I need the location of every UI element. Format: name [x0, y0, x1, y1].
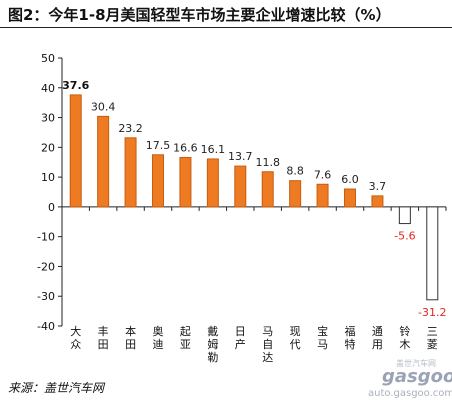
- bar: [152, 154, 164, 208]
- data-label: 7.6: [314, 168, 332, 181]
- source-note: 来源：盖世汽车网: [8, 381, 105, 395]
- y-tick-label: 0: [48, 201, 55, 214]
- y-tick-label: 20: [41, 141, 55, 154]
- category-label: 奥迪: [153, 324, 164, 351]
- y-tick-label: -30: [37, 290, 55, 303]
- category-label: 丰田: [98, 325, 109, 351]
- y-tick-label: 40: [41, 82, 55, 95]
- y-tick-label: 10: [41, 171, 55, 184]
- category-label: 起亚: [180, 325, 191, 351]
- category-label: 通用: [372, 325, 383, 351]
- data-label: 3.7: [369, 180, 387, 193]
- data-label: -31.2: [418, 306, 446, 319]
- y-tick-label: -10: [37, 231, 55, 244]
- bar: [234, 165, 247, 208]
- category-label: 大众: [70, 324, 81, 351]
- data-label: 6.0: [341, 173, 359, 186]
- data-label: 8.8: [286, 165, 304, 178]
- data-label: -5.6: [394, 230, 415, 243]
- category-label: 日产: [235, 325, 246, 351]
- bar: [426, 206, 439, 301]
- watermark-logo: gasgoo: [382, 366, 452, 387]
- bar: [179, 156, 192, 208]
- data-label: 30.4: [91, 100, 116, 113]
- bar: [316, 183, 329, 208]
- bar: [344, 188, 356, 208]
- category-label: 戴姆勒: [207, 324, 218, 364]
- y-tick-label: 30: [41, 112, 55, 125]
- bar: [69, 94, 82, 208]
- category-label: 宝马: [317, 324, 328, 351]
- title-rule: [0, 27, 452, 28]
- category-label: 本田: [125, 324, 136, 351]
- category-label: 现代: [290, 325, 301, 351]
- category-label: 马自达: [262, 325, 273, 364]
- bar: [97, 115, 110, 208]
- watermark: 盖世汽车网 gasgoo auto.gasgoo.com: [352, 358, 452, 402]
- bar: [261, 171, 274, 208]
- bar: [371, 195, 384, 208]
- data-label: 16.6: [173, 141, 198, 154]
- bar: [124, 137, 137, 208]
- y-tick-label: -40: [37, 320, 55, 333]
- bar: [398, 206, 411, 225]
- bar: [289, 180, 302, 208]
- data-label: 17.5: [146, 139, 171, 152]
- data-label: 37.6: [62, 79, 89, 92]
- category-label: 福特: [345, 324, 356, 351]
- watermark-cn: 盖世汽车网: [396, 359, 436, 368]
- data-label: 23.2: [118, 122, 143, 135]
- watermark-url: auto.gasgoo.com: [368, 388, 452, 399]
- data-label: 16.1: [201, 143, 226, 156]
- category-label: 三菱: [427, 325, 438, 351]
- y-tick-label: 50: [41, 52, 55, 65]
- y-tick-label: -20: [37, 260, 55, 273]
- bar: [206, 158, 219, 208]
- chart-title: 图2：今年1-8月美国轻型车市场主要企业增速比较（%）: [8, 6, 391, 24]
- data-label: 11.8: [255, 156, 280, 169]
- category-label: 铃木: [399, 324, 410, 351]
- data-label: 13.7: [228, 150, 253, 163]
- bar-chart: 50 40 30 20 10 0 -10 -20 -30 -40 37.6 大众 30.4 丰田 23.2 本…: [37, 52, 446, 364]
